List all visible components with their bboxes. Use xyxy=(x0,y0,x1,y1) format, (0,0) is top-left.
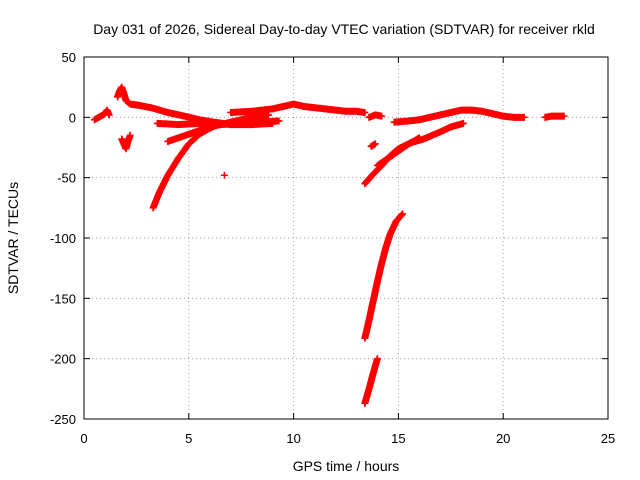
x-tick-label: 15 xyxy=(391,431,405,446)
x-tick-label: 25 xyxy=(601,431,615,446)
data-point-marker xyxy=(371,140,379,148)
series-arc-3 xyxy=(118,131,134,153)
y-tick-label: -100 xyxy=(50,231,76,246)
data-point-marker xyxy=(399,210,407,218)
series-arc-14 xyxy=(365,111,386,121)
series-arc-10 xyxy=(361,210,407,342)
data-point-marker xyxy=(459,119,467,127)
y-tick-label: -150 xyxy=(50,291,76,306)
y-axis-label: SDTVAR / TECUs xyxy=(5,182,21,294)
y-tick-label: 0 xyxy=(69,110,76,125)
y-tick-label: -50 xyxy=(57,171,76,186)
x-tick-label: 5 xyxy=(185,431,192,446)
series-arc-12 xyxy=(373,134,423,170)
data-point-marker xyxy=(520,113,528,121)
data-point-marker xyxy=(415,134,423,142)
y-tick-label: 50 xyxy=(62,50,76,65)
series-arc-6 xyxy=(164,111,272,145)
data-point-marker xyxy=(361,109,369,117)
series-arc-13 xyxy=(367,140,379,150)
series-arc-1 xyxy=(90,106,113,124)
series-arc-8 xyxy=(227,100,369,117)
data-point-marker xyxy=(378,112,386,120)
x-tick-label: 20 xyxy=(496,431,510,446)
data-point-marker xyxy=(105,111,113,119)
data-series xyxy=(90,83,568,407)
y-tick-label: -200 xyxy=(50,352,76,367)
x-tick-label: 10 xyxy=(286,431,300,446)
data-point-marker xyxy=(126,131,134,139)
data-point-marker xyxy=(373,355,381,363)
data-point-marker xyxy=(560,112,568,120)
series-arc-16 xyxy=(541,112,568,121)
y-tick-label: -250 xyxy=(50,412,76,427)
data-point-marker xyxy=(220,171,228,179)
chart-title: Day 031 of 2026, Sidereal Day-to-day VTE… xyxy=(93,21,595,37)
axis-ticks: 0 5 10 15 20 25 -250 -200 -150 -100 -50 0 50 xyxy=(50,50,615,446)
x-tick-label: 0 xyxy=(80,431,87,446)
series-arc-7 xyxy=(220,171,228,179)
x-axis-label: GPS time / hours xyxy=(293,458,400,474)
series-arc-15 xyxy=(390,106,528,126)
data-point-marker xyxy=(275,117,283,125)
data-point-marker xyxy=(398,211,406,219)
series-arc-9 xyxy=(361,355,381,407)
